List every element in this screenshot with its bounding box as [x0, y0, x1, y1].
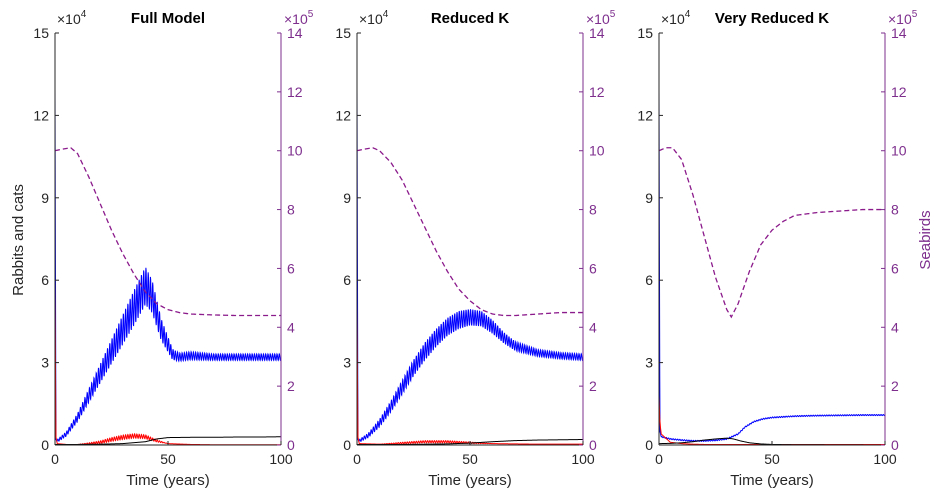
left-axis-multiplier: ×104	[661, 9, 691, 27]
series-line-seabirds	[55, 147, 281, 317]
right-tick-label: 6	[287, 260, 295, 276]
left-tick-label: 15	[637, 25, 653, 41]
panel-title: Reduced K	[431, 10, 510, 27]
x-axis-label: Time (years)	[730, 472, 814, 489]
right-tick-label: 14	[589, 25, 605, 41]
panel-title: Very Reduced K	[715, 10, 829, 27]
right-tick-label: 8	[287, 202, 295, 218]
left-axis-exponent: 4	[383, 9, 389, 20]
x-tick-label: 50	[462, 451, 478, 467]
y-axis-label-right: Seabirds	[917, 210, 934, 269]
x-tick-label: 100	[571, 451, 595, 467]
panel-reduced-k: 0 3 6 9 12 15 0 2 4 6 8 10 12 14 0 50 100 Time (years) Red…	[335, 9, 615, 489]
panel-full-model: 0 3 6 9 12 15 0 2 4 6 8 10 12 14 0 50 100 Time (years) Ful…	[33, 9, 313, 489]
right-tick-label: 4	[287, 319, 295, 335]
x-tick-label: 0	[51, 451, 59, 467]
right-tick-label: 4	[589, 319, 597, 335]
left-tick-label: 3	[41, 355, 49, 371]
left-tick-label: 9	[343, 190, 351, 206]
right-tick-label: 10	[589, 143, 605, 159]
left-axis-exponent: 4	[685, 9, 691, 20]
left-tick-label: 6	[645, 272, 653, 288]
y-axis-label-left: Rabbits and cats	[10, 184, 27, 296]
x-axis-label: Time (years)	[126, 472, 210, 489]
left-tick-label: 6	[41, 272, 49, 288]
right-axis-exponent: 5	[610, 9, 616, 20]
right-axis-multiplier: ×105	[888, 9, 918, 27]
right-tick-label: 12	[589, 84, 605, 100]
right-tick-label: 2	[287, 378, 295, 394]
series-line-seabirds	[659, 147, 885, 319]
x-tick-label: 100	[873, 451, 897, 467]
left-tick-label: 0	[41, 437, 49, 453]
right-tick-label: 12	[287, 84, 303, 100]
right-axis-exponent: 5	[912, 9, 918, 20]
right-tick-label: 10	[287, 143, 303, 159]
right-axis-exponent: 5	[308, 9, 314, 20]
left-tick-label: 12	[637, 107, 653, 123]
left-tick-label: 15	[33, 25, 49, 41]
left-tick-label: 3	[645, 355, 653, 371]
left-tick-label: 15	[335, 25, 351, 41]
right-tick-label: 0	[589, 437, 597, 453]
right-tick-label: 0	[287, 437, 295, 453]
right-tick-label: 10	[891, 143, 907, 159]
series-line-third	[55, 436, 281, 445]
left-axis-multiplier: ×104	[57, 9, 87, 27]
x-axis-label: Time (years)	[428, 472, 512, 489]
x-tick-label: 50	[160, 451, 176, 467]
left-tick-label: 0	[645, 437, 653, 453]
right-tick-label: 4	[891, 319, 899, 335]
x-tick-label: 0	[655, 451, 663, 467]
right-tick-label: 12	[891, 84, 907, 100]
series-line-rabbits	[357, 87, 583, 442]
right-tick-label: 2	[891, 378, 899, 394]
right-tick-label: 2	[589, 378, 597, 394]
left-tick-label: 3	[343, 355, 351, 371]
left-tick-label: 12	[33, 107, 49, 123]
left-tick-label: 6	[343, 272, 351, 288]
left-tick-label: 9	[645, 190, 653, 206]
left-tick-label: 9	[41, 190, 49, 206]
right-axis-multiplier: ×105	[586, 9, 616, 27]
left-axis-exponent: 4	[81, 9, 87, 20]
right-tick-label: 14	[891, 25, 907, 41]
panel-very-reduced-k: 0 3 6 9 12 15 0 2 4 6 8 10 12 14 0 50 100 Time (years) Ver…	[637, 9, 917, 489]
left-tick-label: 12	[335, 107, 351, 123]
x-tick-label: 0	[353, 451, 361, 467]
right-tick-label: 14	[287, 25, 303, 41]
right-tick-label: 0	[891, 437, 899, 453]
left-tick-label: 0	[343, 437, 351, 453]
panel-title: Full Model	[131, 10, 205, 27]
right-tick-label: 8	[589, 202, 597, 218]
right-tick-label: 8	[891, 202, 899, 218]
left-axis-multiplier: ×104	[359, 9, 389, 27]
x-tick-label: 100	[269, 451, 293, 467]
series-line-rabbits	[55, 87, 281, 442]
right-tick-label: 6	[891, 260, 899, 276]
right-axis-multiplier: ×105	[284, 9, 314, 27]
right-tick-label: 6	[589, 260, 597, 276]
x-tick-label: 50	[764, 451, 780, 467]
